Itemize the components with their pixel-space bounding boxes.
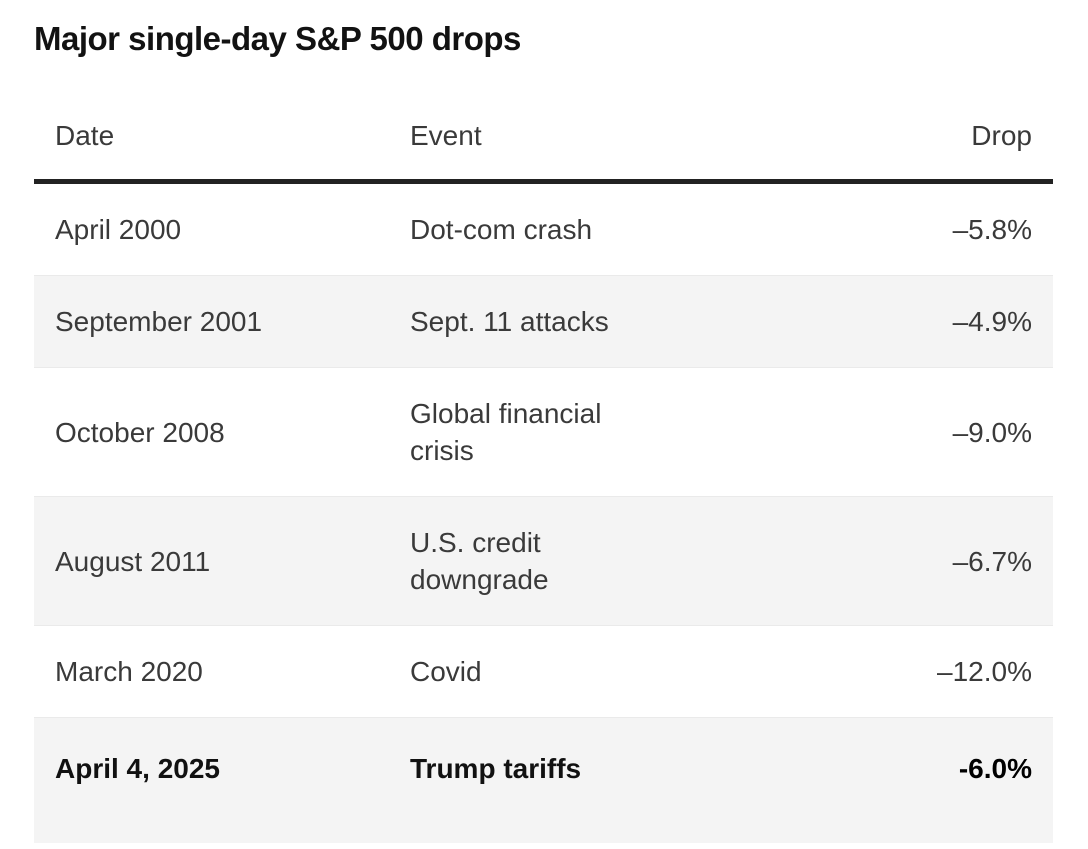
cell-drop: –4.9%	[952, 306, 1032, 337]
table-row: March 2020 Covid –12.0%	[34, 626, 1053, 717]
table-header-row: Date Event Drop	[34, 120, 1053, 184]
table-row: April 2000 Dot-com crash –5.8%	[34, 184, 1053, 275]
cell-date: October 2008	[55, 416, 225, 448]
cell-drop: –5.8%	[952, 214, 1032, 245]
cell-date: September 2001	[55, 306, 263, 337]
cell-drop: –12.0%	[937, 656, 1032, 687]
table-body: April 2000 Dot-com crash –5.8% September…	[34, 184, 1053, 843]
table-row: October 2008 Global financial crisis –9.…	[34, 368, 1053, 496]
column-header-drop: Drop	[971, 120, 1032, 151]
drops-table: Date Event Drop April 2000 Dot-com crash…	[34, 120, 1053, 843]
cell-drop: -6.0%	[958, 753, 1032, 784]
cell-date: April 2000	[55, 214, 182, 245]
cell-event: Trump tariffs	[410, 753, 582, 784]
column-header-event: Event	[410, 120, 482, 151]
cell-date: April 4, 2025	[55, 753, 220, 784]
cell-drop: –6.7%	[952, 545, 1032, 577]
cell-event: Sept. 11 attacks	[410, 306, 609, 337]
cell-event: U.S. credit downgrade	[410, 527, 549, 595]
column-header-date: Date	[55, 120, 115, 151]
cell-drop: –9.0%	[952, 416, 1032, 448]
table-row: August 2011 U.S. credit downgrade –6.7%	[34, 496, 1053, 626]
table-row: September 2001 Sept. 11 attacks –4.9%	[34, 275, 1053, 368]
table-row: April 4, 2025 Trump tariffs -6.0%	[34, 717, 1053, 843]
sp500-drops-page: Major single-day S&P 500 drops Date Even…	[0, 20, 1088, 849]
cell-date: August 2011	[55, 545, 211, 577]
cell-event: Dot-com crash	[410, 214, 593, 245]
page-title: Major single-day S&P 500 drops	[34, 20, 521, 57]
cell-date: March 2020	[55, 656, 203, 687]
cell-event: Global financial crisis	[410, 398, 602, 466]
cell-event: Covid	[410, 656, 482, 687]
